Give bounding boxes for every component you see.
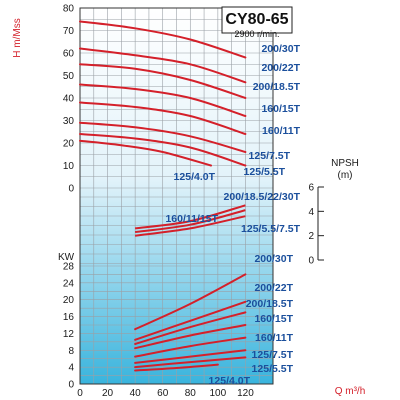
npsh-series-label: 160/11/15T	[165, 213, 218, 225]
head-y-tick-label: 20	[63, 139, 75, 150]
npsh-series-label: 200/18.5/22/30T	[224, 191, 301, 203]
head-y-tick-label: 0	[68, 184, 74, 195]
npsh-y-tick-label: 6	[308, 183, 314, 194]
power-curve	[134, 349, 247, 364]
npsh-curve	[134, 215, 246, 237]
power-y-tick-label: 0	[68, 380, 74, 391]
chart-subtitle: 2900 r/min.	[234, 29, 279, 39]
power-curve	[134, 324, 247, 350]
power-y-tick-label: 16	[63, 312, 75, 323]
head-series-label: 125/4.0T	[174, 171, 216, 183]
x-tick-label: 100	[210, 388, 227, 399]
head-series-label: 200/30T	[261, 43, 300, 55]
head-curve	[79, 83, 247, 117]
x-tick-label: 60	[157, 388, 169, 399]
npsh-curve	[134, 209, 246, 233]
head-y-tick-label: 50	[63, 71, 75, 82]
power-curve	[134, 356, 247, 369]
power-curve	[134, 300, 247, 341]
power-series-label: 125/5.5T	[252, 363, 294, 375]
power-curve	[134, 363, 219, 372]
head-y-tick-label: 60	[63, 49, 75, 60]
power-curve	[134, 311, 247, 345]
head-curve	[79, 139, 212, 167]
npsh-curve	[134, 204, 246, 230]
head-curves	[79, 20, 247, 167]
npsh-y-tick-label: 2	[308, 231, 314, 242]
power-y-tick-label: 4	[68, 363, 74, 374]
npsh-y-axis-unit: (m)	[338, 170, 353, 181]
power-y-tick-label: 12	[63, 329, 75, 340]
head-series-label: 160/15T	[261, 103, 300, 115]
power-series-label: 200/18.5T	[246, 298, 294, 310]
head-curve	[79, 20, 247, 59]
power-series-label: 160/11T	[255, 332, 294, 344]
head-curve	[79, 63, 247, 99]
head-series-label: 200/18.5T	[253, 81, 301, 93]
power-curve	[134, 273, 247, 331]
head-y-tick-label: 70	[63, 26, 75, 37]
npsh-series-label: 125/5.5/7.5T	[241, 223, 301, 235]
npsh-y-axis-title: NPSH	[331, 158, 359, 169]
power-y-tick-label: 8	[68, 346, 74, 357]
x-tick-label: 120	[237, 388, 254, 399]
head-y-axis-title: H m/Mss	[12, 18, 23, 57]
power-series-label: 200/30T	[254, 253, 293, 265]
power-y-tick-label: 28	[63, 262, 75, 273]
head-series-label: 200/22T	[261, 62, 300, 74]
x-tick-label: 20	[102, 388, 114, 399]
npsh-curves	[134, 204, 246, 237]
power-series-label: 125/7.5T	[252, 349, 294, 361]
npsh-y-tick-label: 4	[308, 207, 314, 218]
head-curve	[79, 133, 247, 167]
head-series-label: 125/5.5T	[244, 166, 286, 178]
x-axis-title: Q m³/h	[335, 386, 366, 397]
title-box	[221, 6, 293, 34]
head-series-label: 125/7.5T	[249, 150, 291, 162]
head-y-tick-label: 10	[63, 161, 75, 172]
npsh-y-tick-label: 0	[308, 256, 314, 267]
power-y-tick-label: 20	[63, 295, 75, 306]
power-y-tick-label: 24	[63, 278, 75, 289]
x-tick-label: 0	[77, 388, 83, 399]
power-series-label: 200/22T	[254, 282, 293, 294]
x-tick-label: 40	[130, 388, 142, 399]
power-y-axis-title: KW	[58, 252, 75, 263]
head-curve	[79, 101, 247, 135]
head-series-label: 160/11T	[262, 125, 301, 137]
head-y-tick-label: 30	[63, 116, 75, 127]
power-curves	[134, 273, 247, 372]
head-y-tick-label: 40	[63, 94, 75, 105]
plot-border	[79, 7, 274, 385]
power-series-label: 125/4.0T	[209, 375, 251, 387]
head-curve	[79, 47, 247, 84]
power-series-label: 160/15T	[254, 313, 293, 325]
head-y-tick-label: 80	[63, 4, 75, 15]
head-curve	[79, 121, 247, 153]
x-tick-label: 80	[185, 388, 197, 399]
power-curve	[134, 336, 247, 358]
chart-title: CY80-65	[225, 11, 288, 28]
